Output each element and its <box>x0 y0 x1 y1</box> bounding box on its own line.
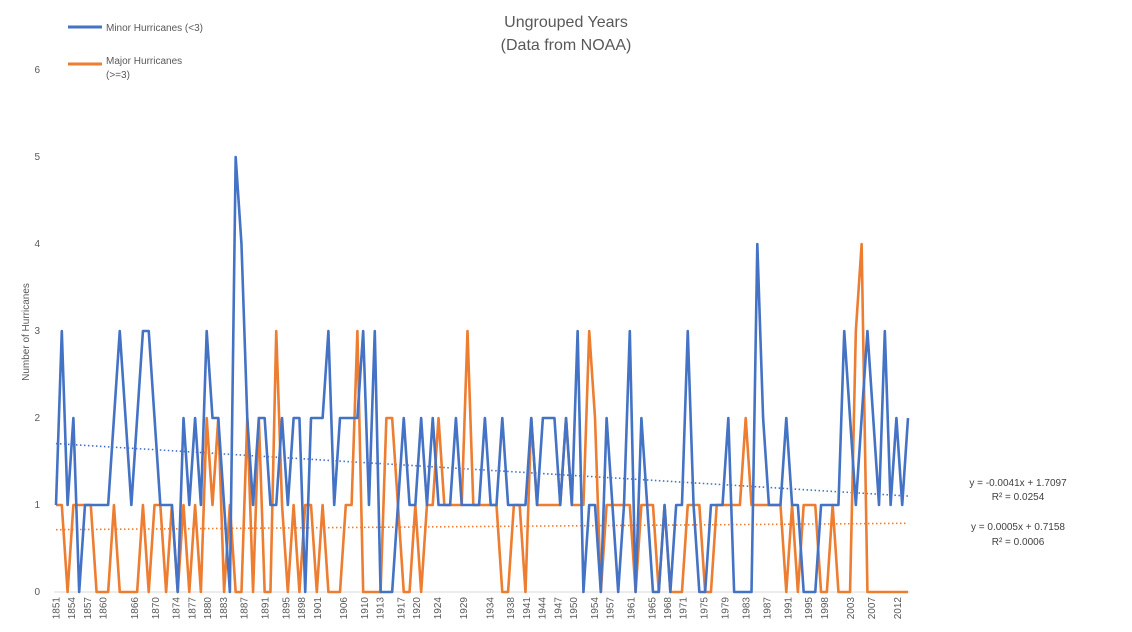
y-axis-ticks: 0 1 2 3 4 5 6 <box>34 65 40 598</box>
x-tick-label: 1920 <box>412 597 423 620</box>
trendline-labels: y = -0.0041x + 1.7097 R² = 0.0254 y = 0.… <box>969 478 1067 548</box>
x-tick-label: 1901 <box>313 597 324 620</box>
x-tick-label: 1941 <box>522 597 533 620</box>
y-tick-label: 5 <box>34 152 40 163</box>
x-tick-label: 1866 <box>130 597 141 620</box>
x-tick-label: 1961 <box>626 597 637 620</box>
y-tick-label: 3 <box>34 326 40 337</box>
x-tick-label: 1883 <box>219 597 230 620</box>
x-tick-label: 1929 <box>459 597 470 620</box>
x-tick-label: 1934 <box>485 597 496 620</box>
x-tick-label: 1924 <box>433 597 444 620</box>
x-tick-label: 1857 <box>83 597 94 620</box>
y-tick-label: 1 <box>34 500 40 511</box>
x-tick-label: 1995 <box>804 597 815 620</box>
x-tick-label: 1895 <box>281 597 292 620</box>
y-tick-label: 6 <box>34 65 40 76</box>
x-tick-label: 1957 <box>606 597 617 620</box>
chart-title-line1: Ungrouped Years <box>504 14 628 31</box>
x-tick-label: 1950 <box>569 597 580 620</box>
x-tick-label: 1906 <box>339 597 350 620</box>
x-tick-label: 1851 <box>52 597 63 620</box>
legend-minor-label: Minor Hurricanes (<3) <box>106 23 203 34</box>
x-tick-label: 1887 <box>240 597 251 620</box>
x-tick-label: 1870 <box>151 597 162 620</box>
x-tick-label: 1998 <box>820 597 831 620</box>
x-tick-label: 1954 <box>590 597 601 620</box>
x-tick-label: 1975 <box>700 597 711 620</box>
x-tick-label: 1947 <box>553 597 564 620</box>
y-axis-title: Number of Hurricanes <box>21 283 32 381</box>
x-tick-label: 1910 <box>360 597 371 620</box>
x-tick-label: 1965 <box>647 597 658 620</box>
series-lines <box>54 155 910 594</box>
x-tick-label: 1938 <box>506 597 517 620</box>
legend-major-label-line1: Major Hurricanes <box>106 56 182 67</box>
x-tick-label: 1880 <box>203 597 214 620</box>
x-tick-label: 1917 <box>396 597 407 620</box>
chart-title-line2: (Data from NOAA) <box>501 37 632 54</box>
trend-minor-equation: y = -0.0041x + 1.7097 <box>969 478 1067 489</box>
trend-major-r2: R² = 0.0006 <box>992 537 1045 548</box>
x-tick-label: 1913 <box>376 597 387 620</box>
trend-minor-r2: R² = 0.0254 <box>992 492 1045 503</box>
x-tick-label: 1971 <box>679 597 690 620</box>
x-tick-label: 1891 <box>261 597 272 620</box>
trend-major-equation: y = 0.0005x + 0.7158 <box>971 522 1065 533</box>
x-tick-label: 1968 <box>663 597 674 620</box>
x-tick-label: 1854 <box>67 597 78 620</box>
x-tick-label: 2007 <box>867 597 878 620</box>
x-tick-label: 1983 <box>741 597 752 620</box>
x-tick-label: 1987 <box>762 597 773 620</box>
x-tick-label: 2003 <box>846 597 857 620</box>
series-line-major <box>56 242 908 594</box>
x-tick-label: 1979 <box>721 597 732 620</box>
x-tick-label: 1860 <box>99 597 110 620</box>
x-tick-label: 1874 <box>172 597 183 620</box>
y-tick-label: 4 <box>34 239 40 250</box>
x-axis-ticks: 1851 1854 1857 1860 1866 1870 1874 1877 1880 1883… <box>52 597 905 620</box>
y-tick-label: 0 <box>34 587 40 598</box>
x-tick-label: 1991 <box>783 597 794 620</box>
legend-major-label-line2: (>=3) <box>106 70 130 81</box>
x-tick-label: 1877 <box>187 597 198 620</box>
x-tick-label: 1898 <box>297 597 308 620</box>
x-tick-label: 1944 <box>538 597 549 620</box>
x-tick-label: 2012 <box>893 597 904 620</box>
legend: Minor Hurricanes (<3) Major Hurricanes (… <box>68 23 203 81</box>
series-line-minor <box>54 155 910 594</box>
y-tick-label: 2 <box>34 413 40 424</box>
